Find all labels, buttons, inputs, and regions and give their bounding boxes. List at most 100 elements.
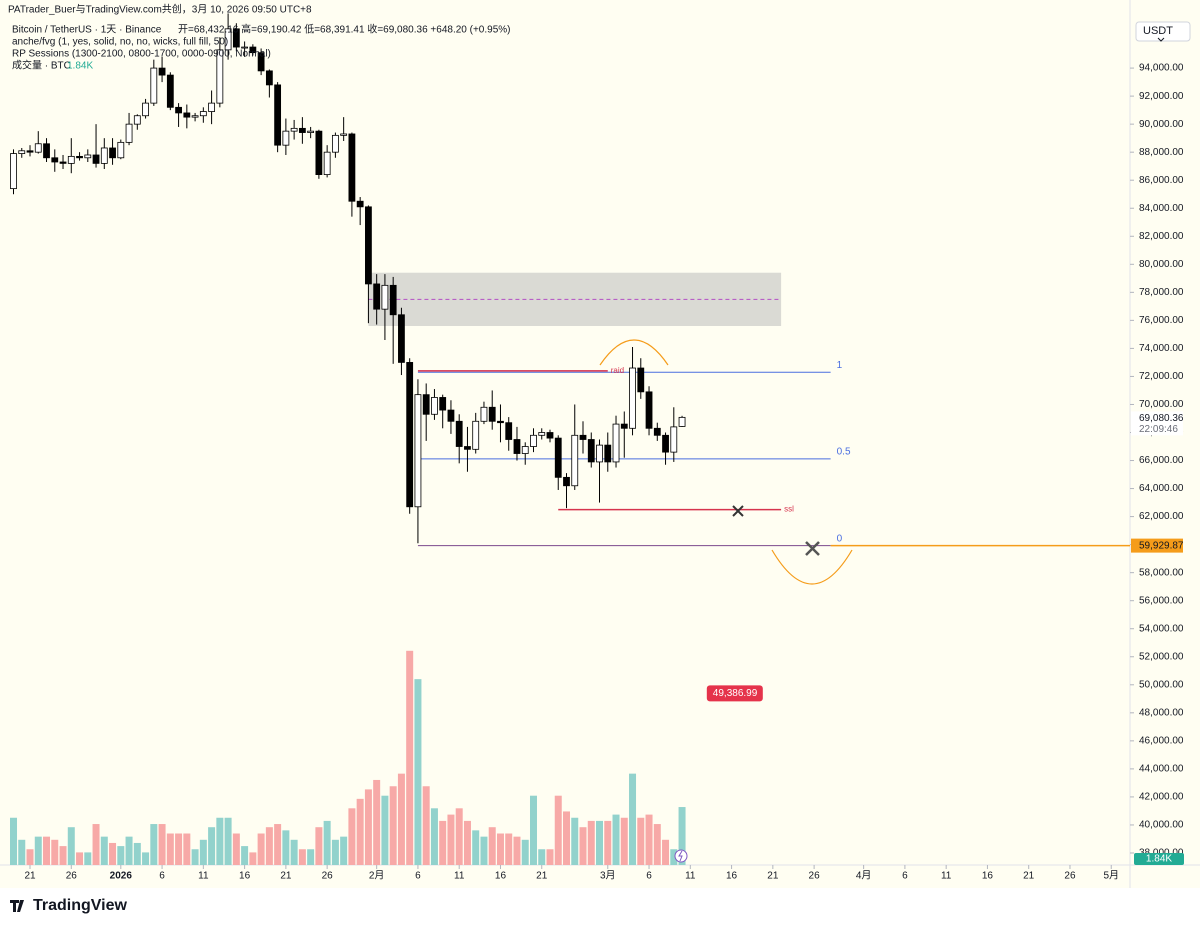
y-tick-label: 80,000.00 <box>1139 259 1184 270</box>
fib-label: 0.5 <box>837 447 851 458</box>
volume-bar <box>51 839 59 865</box>
volume-bar <box>199 839 207 865</box>
x-tick-label: 26 <box>809 871 821 882</box>
candle-body <box>480 406 488 422</box>
volume-bar <box>496 833 504 865</box>
candle-body <box>538 432 546 436</box>
volume-bar <box>34 836 42 865</box>
candle-body <box>323 151 331 176</box>
candle-body <box>571 434 579 487</box>
candle-body <box>662 434 669 453</box>
y-tick-label: 66,000.00 <box>1139 455 1184 466</box>
candle-body <box>241 46 249 49</box>
volume-bar <box>653 824 661 865</box>
ohlc: 开=68,432.16 高=69,190.42 低=68,391.41 收=69… <box>178 23 510 36</box>
candle-body <box>232 28 240 48</box>
volume-bar <box>521 839 529 865</box>
candle-body <box>546 432 554 439</box>
volume-bar <box>224 817 232 865</box>
candle-body <box>208 102 215 112</box>
volume-bar <box>150 824 158 865</box>
volume-bar <box>670 849 678 865</box>
volume-bar <box>232 833 240 865</box>
y-tick-label: 50,000.00 <box>1139 679 1184 690</box>
x-tick-label: 26 <box>66 871 78 882</box>
y-tick-label: 72,000.00 <box>1139 371 1184 382</box>
volume-bar <box>678 807 686 865</box>
volume-bar <box>563 811 570 865</box>
volume-bar <box>612 814 620 865</box>
candle-body <box>51 157 59 163</box>
price-label: 69,080.36 <box>1139 413 1184 424</box>
indicator: RP Sessions (1300-2100, 0800-1700, 0000-… <box>12 49 271 60</box>
alert-label: 49,386.99 <box>713 688 758 699</box>
candle-body <box>612 423 620 463</box>
currency[interactable]: USDT <box>1143 25 1173 37</box>
candle-body <box>406 362 414 508</box>
volume-bar <box>488 827 496 865</box>
volume-bar <box>307 849 315 865</box>
candle-body <box>596 444 603 463</box>
candle-body <box>645 391 653 429</box>
volume-bar <box>183 833 191 865</box>
volume-bar <box>389 786 397 865</box>
x-tick-label: 6 <box>415 871 421 882</box>
candle-body <box>455 420 463 447</box>
candle-body <box>10 153 17 190</box>
y-tick-label: 40,000.00 <box>1139 820 1184 831</box>
volume-bar <box>348 808 356 865</box>
candle-body <box>117 141 125 159</box>
y-tick-label: 78,000.00 <box>1139 287 1184 298</box>
x-tick-label: 4月 <box>856 870 872 882</box>
indicator: anche/fvg (1, yes, solid, no, no, wicks,… <box>12 37 228 48</box>
volume-bar <box>505 833 513 865</box>
volume-bar <box>356 798 364 865</box>
candle-body <box>497 420 504 424</box>
volume-bar <box>67 827 75 865</box>
volume-bar <box>43 836 51 865</box>
volume-bar <box>100 836 108 865</box>
volume-bar <box>166 833 174 865</box>
candle-body <box>282 130 290 146</box>
volume-bar <box>422 786 430 865</box>
x-tick-label: 16 <box>239 871 251 882</box>
candle-body <box>365 206 372 285</box>
candle-body <box>216 49 224 104</box>
y-tick-label: 62,000.00 <box>1139 511 1184 522</box>
volume-bar <box>265 827 273 865</box>
candle-body <box>505 422 513 440</box>
volume-bar <box>257 833 265 865</box>
currency-caret <box>1157 37 1165 42</box>
y-tick-label: 84,000.00 <box>1139 203 1184 214</box>
x-tick-label: 21 <box>536 871 548 882</box>
candle-body <box>100 147 108 164</box>
volume-bar <box>455 808 463 865</box>
candle-body <box>513 439 521 454</box>
volume-bar <box>620 817 628 865</box>
candle-body <box>315 130 323 176</box>
y-tick-label: 46,000.00 <box>1139 735 1184 746</box>
volume-bar <box>117 846 125 865</box>
candle-body <box>76 155 83 159</box>
volume-bar <box>463 820 471 865</box>
candle-body <box>298 127 306 133</box>
y-tick-label: 56,000.00 <box>1139 595 1184 606</box>
volume-bar <box>191 849 199 865</box>
x-tick-label: 11 <box>198 871 209 882</box>
arc <box>599 339 669 366</box>
candle-body <box>26 150 34 153</box>
candle-body <box>530 434 537 447</box>
candle-body <box>431 397 438 415</box>
x-tick-label: 11 <box>941 871 952 882</box>
y-tick-label: 58,000.00 <box>1139 567 1184 578</box>
volume-bar <box>175 833 183 865</box>
currency-box[interactable] <box>1135 21 1191 42</box>
volume-bar <box>142 852 150 865</box>
volume-bar <box>538 849 546 865</box>
x-tick-label: 6 <box>902 871 908 882</box>
volume-bar <box>92 824 100 865</box>
volume-name: 成交量 · BTC <box>12 59 71 72</box>
candle-body <box>191 115 199 118</box>
y-tick-label: 74,000.00 <box>1139 343 1184 354</box>
